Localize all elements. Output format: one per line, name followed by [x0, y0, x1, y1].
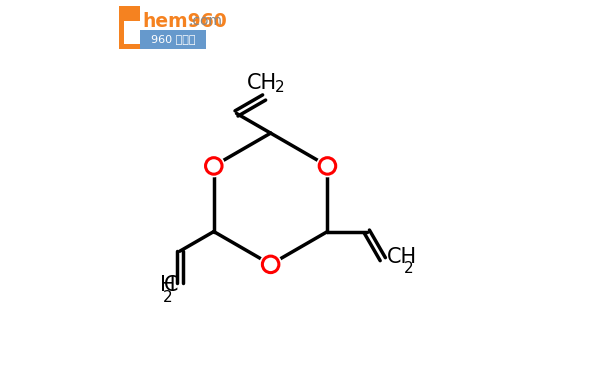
- Text: CH: CH: [387, 247, 417, 267]
- Text: 2: 2: [163, 290, 172, 305]
- Bar: [140, 30, 206, 49]
- Text: hem960: hem960: [142, 12, 227, 31]
- Text: H: H: [160, 275, 175, 295]
- Text: CH: CH: [247, 73, 277, 93]
- Circle shape: [317, 155, 338, 177]
- Text: 2: 2: [275, 80, 284, 95]
- Text: 960 化工网: 960 化工网: [151, 34, 195, 44]
- Circle shape: [319, 158, 336, 174]
- Circle shape: [203, 155, 224, 177]
- Text: C: C: [164, 275, 178, 295]
- Text: .com: .com: [189, 14, 223, 28]
- Circle shape: [263, 256, 279, 273]
- Bar: [124, 21, 140, 44]
- Bar: [120, 6, 140, 49]
- Circle shape: [260, 254, 281, 275]
- Circle shape: [206, 158, 222, 174]
- Text: 2: 2: [404, 261, 414, 276]
